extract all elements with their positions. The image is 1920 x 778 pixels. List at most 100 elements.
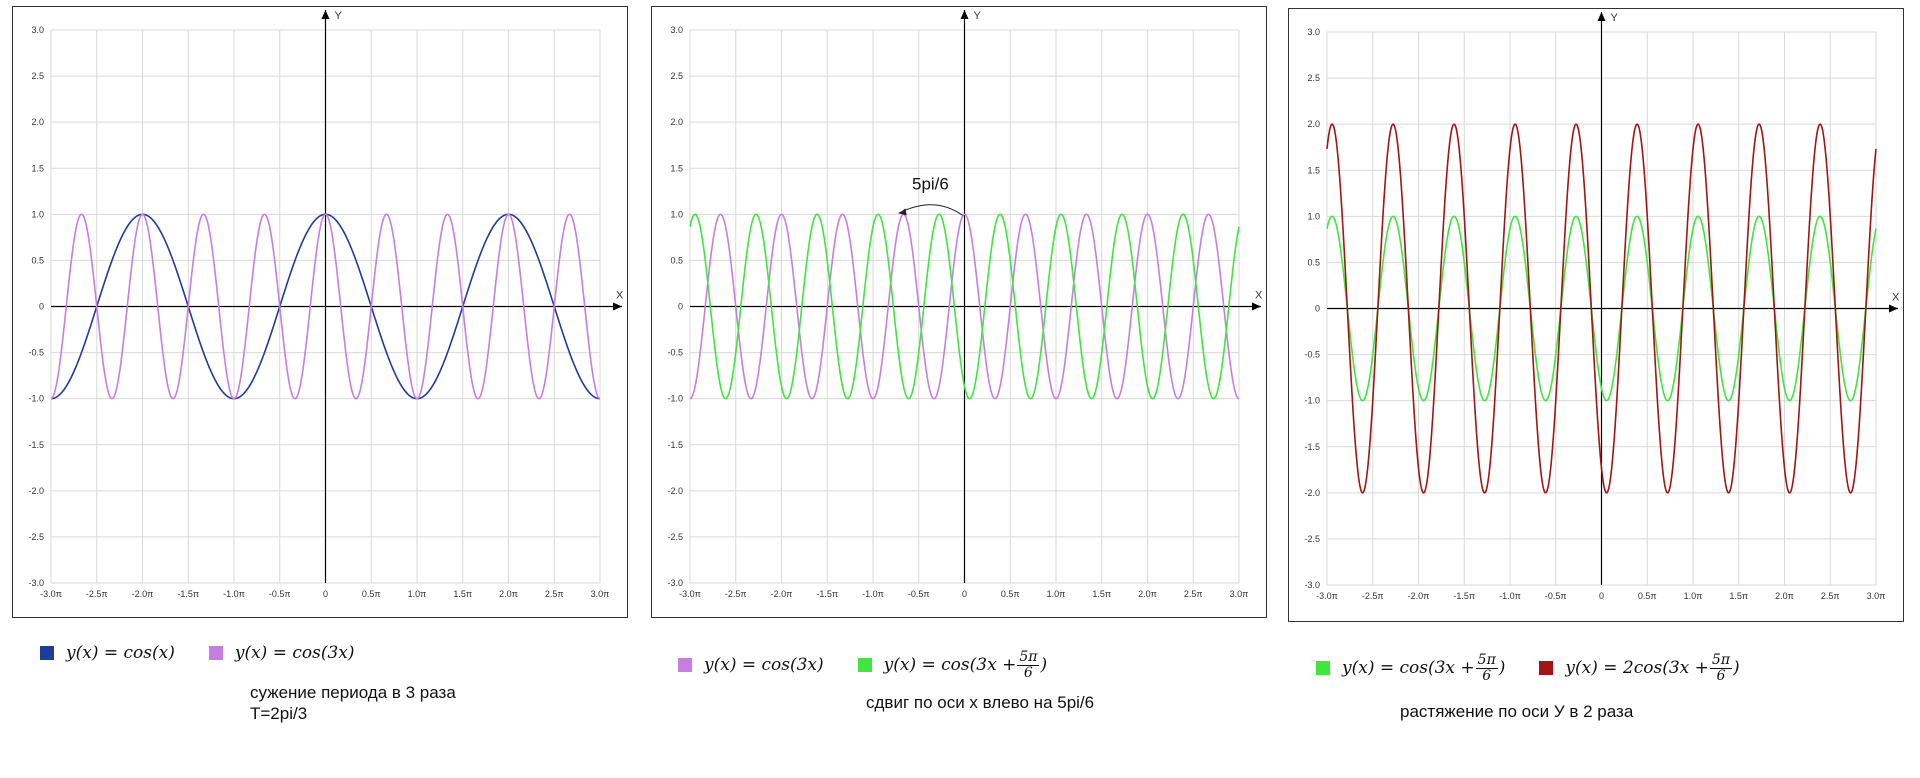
x-axis-label: X	[616, 290, 624, 302]
legend-label: y(x) = cos(3x +	[1342, 658, 1475, 679]
shift-arrow-icon	[898, 208, 907, 216]
y-tick-label: -2.0	[28, 486, 44, 496]
fraction-numerator: 5π	[1709, 652, 1733, 669]
x-tick-label: -2.0π	[132, 589, 154, 599]
y-tick-label: -3.0	[1304, 580, 1320, 590]
legend-label: y(x) = 2cos(3x +	[1565, 658, 1709, 679]
legend-swatch	[40, 646, 54, 660]
x-tick-label: 0	[1599, 591, 1604, 601]
x-tick-label: -0.5π	[1545, 591, 1567, 601]
y-tick-label: -0.5	[667, 348, 683, 358]
y-tick-label: 0.5	[31, 255, 44, 265]
y-axis-arrow-icon	[1597, 12, 1606, 21]
chart-panel-3: X Y -3.0π -2.5π -2.0π -1.5π -1.0π -0.5π 0 0.5π 1.0…	[1288, 8, 1904, 622]
legend-swatch	[1539, 661, 1554, 676]
series-line-2	[689, 213, 1240, 400]
y-tick-label: 0.5	[1307, 257, 1320, 267]
x-axis-arrow-icon	[1252, 302, 1261, 311]
chart-panel-2: X Y -3.0π -2.5π -2.0π -1.5π -1.0π -0.5π 0 0.5π 1.0…	[651, 6, 1267, 618]
x-tick-label: -2.5π	[86, 589, 108, 599]
legend-label: y(x) = cos(x)	[66, 643, 175, 663]
y-tick-label: -3.0	[667, 578, 683, 588]
caption-3: растяжение по оси У в 2 раза	[1400, 702, 1634, 721]
y-tick-label: 2.5	[670, 71, 683, 81]
legend-swatch	[208, 646, 223, 660]
y-tick-label: -1.0	[667, 394, 683, 404]
y-tick-label: 0	[39, 302, 44, 312]
legend-fraction: 5π 6	[1709, 652, 1733, 684]
y-tick-label: -2.5	[1304, 534, 1320, 544]
y-tick-label: 2.5	[31, 71, 44, 81]
y-tick-label: 1.5	[31, 163, 44, 173]
x-tick-label: 2.0π	[1775, 591, 1794, 601]
y-tick-label: 1.0	[31, 209, 44, 219]
x-tick-label: 2.0π	[499, 589, 518, 599]
y-tick-label: 1.0	[1307, 211, 1320, 221]
y-axis-label: Y	[974, 10, 982, 22]
chart-svg-1: X Y -3.0π -2.5π -2.0π -1.5π -1.0π -0.5π 0 0.5π 1.0…	[28, 10, 624, 599]
legend-item: y(x) = cos(3x +5π 6)	[1316, 653, 1505, 683]
series-line-2	[1326, 123, 1877, 494]
legend-label-suffix: )	[1733, 658, 1740, 679]
y-tick-label: -1.5	[28, 440, 44, 450]
legend-1: y(x) = cos(x) y(x) = cos(3x)	[40, 643, 389, 663]
y-tick-label: -1.5	[667, 440, 683, 450]
chart-panel-1: X Y -3.0π -2.5π -2.0π -1.5π -1.0π -0.5π 0 0.5π 1.0…	[12, 6, 628, 618]
x-tick-label: 3.0π	[1867, 591, 1886, 601]
x-axis-arrow-icon	[613, 302, 622, 311]
legend-swatch	[857, 658, 872, 673]
x-tick-label: -1.5π	[816, 589, 838, 599]
y-tick-label: -2.0	[1304, 488, 1320, 498]
series-line-2	[50, 213, 601, 400]
x-axis-arrow-icon	[1889, 304, 1898, 313]
fraction-denominator: 6	[1023, 664, 1033, 681]
y-axis-label: Y	[335, 10, 343, 22]
x-tick-label: -1.5π	[177, 589, 199, 599]
x-tick-label: -1.0π	[223, 589, 245, 599]
y-tick-label: 2.5	[1307, 73, 1320, 83]
y-axis-arrow-icon	[321, 10, 330, 19]
y-tick-label: -1.5	[1304, 442, 1320, 452]
y-tick-label: 0.5	[670, 255, 683, 265]
y-tick-label: 3.0	[1307, 27, 1320, 37]
y-tick-label: 2.0	[1307, 119, 1320, 129]
y-tick-label: -1.0	[28, 394, 44, 404]
y-tick-label: 3.0	[670, 25, 683, 35]
y-tick-label: 0	[678, 302, 683, 312]
x-tick-label: 1.0π	[1684, 591, 1703, 601]
x-tick-label: -2.5π	[725, 589, 747, 599]
x-tick-label: 1.5π	[453, 589, 472, 599]
fraction-denominator: 6	[1716, 667, 1726, 684]
shift-annotation: 5pi/6	[912, 174, 949, 193]
x-tick-label: 0.5π	[1638, 591, 1657, 601]
legend-item: y(x) = cos(3x)	[678, 655, 824, 675]
x-tick-label: 2.5π	[1184, 589, 1203, 599]
x-tick-label: 2.5π	[1821, 591, 1840, 601]
legend-item: y(x) = cos(3x)	[208, 643, 355, 663]
y-tick-label: 2.0	[31, 117, 44, 127]
x-tick-label: -0.5π	[269, 589, 291, 599]
legend-fraction: 5π 6	[1475, 653, 1498, 683]
x-axis-label: X	[1255, 290, 1263, 302]
x-tick-label: -1.0π	[1499, 591, 1521, 601]
legend-item: y(x) = 2cos(3x +5π 6)	[1539, 652, 1740, 684]
chart-svg-2: X Y -3.0π -2.5π -2.0π -1.5π -1.0π -0.5π 0 0.5π 1.0…	[667, 10, 1263, 599]
legend-label: y(x) = cos(3x)	[704, 655, 824, 676]
y-axis-arrow-icon	[960, 10, 969, 19]
x-tick-label: 0	[962, 589, 967, 599]
series-line-1	[689, 213, 1240, 400]
legend-3: y(x) = cos(3x +5π 6) y(x) = 2cos(3x +5π 6)	[1316, 653, 1774, 683]
x-tick-label: -3.0π	[40, 589, 62, 599]
x-tick-label: -3.0π	[679, 589, 701, 599]
x-tick-label: 1.0π	[408, 589, 427, 599]
y-tick-label: -2.0	[667, 486, 683, 496]
x-tick-label: 2.0π	[1138, 589, 1157, 599]
caption-1: сужение периода в 3 раза T=2pi/3	[250, 683, 456, 724]
legend-2: y(x) = cos(3x) y(x) = cos(3x +5π 6)	[678, 650, 1081, 680]
x-tick-label: 3.0π	[591, 589, 610, 599]
y-axis-label: Y	[1611, 12, 1619, 24]
y-tick-label: -2.5	[667, 532, 683, 542]
x-tick-label: 0	[323, 589, 328, 599]
legend-item: y(x) = cos(3x +5π 6)	[857, 650, 1047, 681]
legend-label: y(x) = cos(3x +	[883, 655, 1017, 676]
